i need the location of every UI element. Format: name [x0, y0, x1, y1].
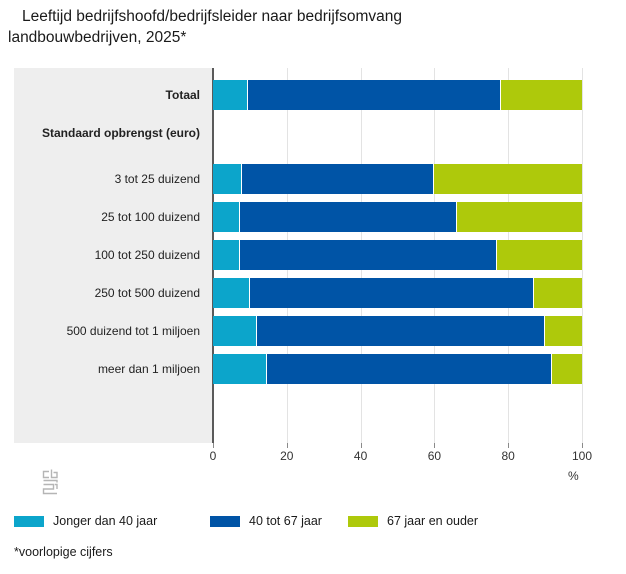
- stacked-bar: [213, 278, 582, 308]
- stacked-bar: [213, 80, 582, 110]
- row-label: 500 duizend tot 1 miljoen: [66, 324, 200, 338]
- table-row: 3 tot 25 duizend: [14, 160, 610, 198]
- bar-segment[interactable]: [249, 278, 534, 308]
- x-tick-label: 0: [209, 449, 217, 463]
- row-label: 25 tot 100 duizend: [101, 210, 200, 224]
- bar-segment[interactable]: [241, 164, 435, 194]
- x-tick-label: 20: [280, 449, 294, 463]
- x-tick-mark: [286, 443, 288, 448]
- x-tick-label: 60: [427, 449, 442, 463]
- bar-segment[interactable]: [213, 278, 250, 308]
- legend-swatch: [14, 515, 44, 527]
- x-axis-unit-label: %: [568, 469, 579, 483]
- bar-segment[interactable]: [239, 240, 498, 270]
- legend-swatch: [210, 515, 240, 527]
- table-row: 500 duizend tot 1 miljoen: [14, 312, 610, 350]
- x-tick-mark: [434, 443, 436, 448]
- bar-segment[interactable]: [248, 80, 501, 110]
- chart-plot-frame: Totaal Standaard opbrengst (euro) 3 tot 25…: [14, 68, 610, 495]
- bar-segment[interactable]: [545, 316, 582, 346]
- bar-segment[interactable]: [434, 164, 582, 194]
- bar-segment[interactable]: [213, 80, 249, 110]
- stacked-bar: [213, 316, 582, 346]
- bar-segment[interactable]: [256, 316, 546, 346]
- bar-segment[interactable]: [213, 316, 257, 346]
- legend-item[interactable]: Jonger dan 40 jaar: [14, 512, 157, 530]
- bar-segment[interactable]: [213, 164, 242, 194]
- x-tick-mark: [508, 443, 510, 448]
- chart-title-line-1: Leeftijd bedrijfshoofd/bedrijfsleider na…: [22, 8, 402, 25]
- cbs-logo: [40, 468, 66, 498]
- bar-segment[interactable]: [213, 354, 267, 384]
- x-tick-label: 40: [353, 449, 368, 463]
- stacked-bar: [213, 240, 582, 270]
- x-axis: 0 20 40 60 80 100 %: [14, 443, 610, 483]
- legend-label: Jonger dan 40 jaar: [53, 514, 158, 528]
- x-tick-mark: [360, 443, 362, 448]
- legend-label: 40 tot 67 jaar: [249, 514, 322, 528]
- chart-title-line-2: landbouwbedrijven, 2025*: [8, 29, 187, 46]
- legend-swatch: [348, 515, 378, 527]
- bar-segment[interactable]: [497, 240, 582, 270]
- category-label-panel: [14, 68, 213, 443]
- table-row: 250 tot 500 duizend: [14, 274, 610, 312]
- table-row: 25 tot 100 duizend: [14, 198, 610, 236]
- gridline-100: [582, 68, 583, 443]
- legend-item[interactable]: 67 jaar en ouder: [348, 512, 478, 530]
- bar-segment[interactable]: [456, 202, 582, 232]
- table-row: meer dan 1 miljoen: [14, 350, 610, 388]
- row-label: 3 tot 25 duizend: [114, 172, 200, 186]
- bar-segment[interactable]: [534, 278, 582, 308]
- bar-segment[interactable]: [213, 202, 240, 232]
- x-tick-label: 80: [501, 449, 515, 463]
- legend-item[interactable]: 40 tot 67 jaar: [210, 512, 322, 530]
- row-label: meer dan 1 miljoen: [97, 362, 200, 376]
- stacked-bar: [213, 202, 582, 232]
- stacked-bar: [213, 354, 582, 384]
- legend-label: 67 jaar en ouder: [387, 514, 479, 528]
- x-tick-label: 100: [571, 449, 593, 463]
- x-tick-mark: [213, 443, 214, 448]
- bar-segment[interactable]: [239, 202, 457, 232]
- bar-segment[interactable]: [213, 240, 240, 270]
- row-label: 250 tot 500 duizend: [94, 286, 200, 300]
- chart-footnote: *voorlopige cijfers: [14, 545, 113, 559]
- table-row: 100 tot 250 duizend: [14, 236, 610, 274]
- row-label: Totaal: [165, 88, 200, 102]
- row-label: 100 tot 250 duizend: [94, 248, 200, 262]
- x-tick-mark: [582, 443, 583, 448]
- bar-segment[interactable]: [266, 354, 553, 384]
- stacked-bar: [213, 164, 582, 194]
- bar-segment[interactable]: [500, 80, 582, 110]
- chart-title: Leeftijd bedrijfshoofd/bedrijfsleider na…: [0, 6, 620, 48]
- category-group-header: Standaard opbrengst (euro): [14, 114, 610, 152]
- table-row: Totaal: [14, 76, 610, 114]
- row-label: Standaard opbrengst (euro): [41, 126, 200, 140]
- bar-segment[interactable]: [552, 354, 582, 384]
